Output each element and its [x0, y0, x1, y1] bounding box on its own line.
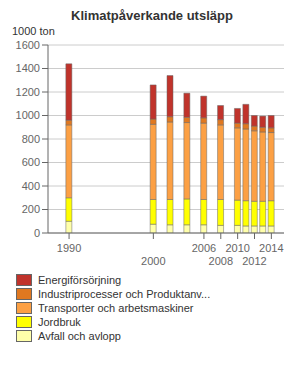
- svg-text:1200: 1200: [16, 86, 40, 98]
- svg-text:2000: 2000: [141, 255, 165, 267]
- html-text:Jordbruk: Jordbruk: [38, 316, 81, 328]
- html-text:Klimatpåverkande utsläpp: Klimatpåverkande utsläpp: [71, 8, 233, 23]
- svg-text:2012: 2012: [242, 255, 266, 267]
- svg-text:2008: 2008: [209, 255, 233, 267]
- html-text:Industriprocesser och Produkta: Industriprocesser och Produktanv...: [38, 288, 211, 300]
- html-text:Energiförsörjning: Energiförsörjning: [38, 274, 122, 286]
- svg-text:200: 200: [22, 203, 40, 215]
- svg-text:1990: 1990: [57, 242, 81, 254]
- svg-text:2014: 2014: [259, 242, 283, 254]
- svg-text:1400: 1400: [16, 62, 40, 74]
- svg-text:0: 0: [34, 227, 40, 239]
- html-text:Avfall och avlopp: Avfall och avlopp: [38, 330, 121, 342]
- svg-text:800: 800: [22, 133, 40, 145]
- svg-text:600: 600: [22, 156, 40, 168]
- svg-text:1000: 1000: [16, 109, 40, 121]
- svg-text:1600: 1600: [16, 39, 40, 51]
- html-text:Transporter och arbetsmaskiner: Transporter och arbetsmaskiner: [38, 302, 194, 314]
- svg-text:400: 400: [22, 180, 40, 192]
- svg-text:2010: 2010: [225, 242, 249, 254]
- svg-text:2006: 2006: [192, 242, 216, 254]
- html-text:1000 ton: 1000 ton: [12, 25, 55, 37]
